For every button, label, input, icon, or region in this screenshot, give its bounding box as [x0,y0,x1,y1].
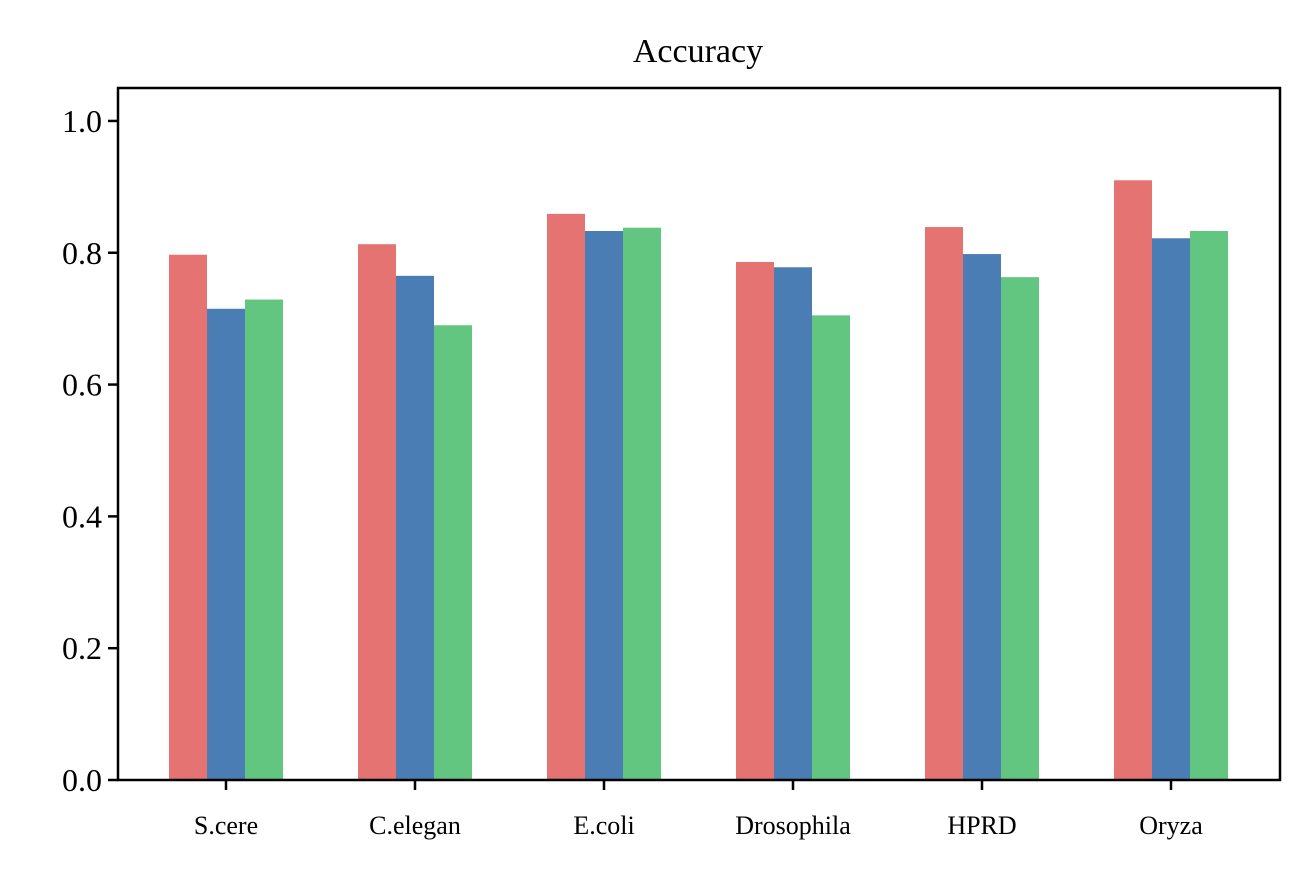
y-tick-label: 0.8 [62,235,102,271]
bar-e-coli-series-3 [623,227,661,781]
x-tick-label: E.coli [573,811,634,840]
x-tick-label: S.cere [194,811,258,840]
bar-drosophila-series-3 [812,315,850,780]
chart-title: Accuracy [633,33,763,70]
bar-c-elegan-series-3 [434,325,472,780]
x-axis: S.cere C.elegan E.coli Drosophila HPRD Oryza [194,780,1203,840]
bar-drosophila-series-2 [774,267,812,780]
bars-group [169,180,1228,781]
bar-e-coli-series-1 [547,213,585,780]
y-tick-label: 0.2 [62,630,102,666]
bar-s-cere-series-3 [245,299,283,780]
bar-drosophila-series-1 [736,261,774,780]
bar-s-cere-series-1 [169,254,207,781]
bar-c-elegan-series-1 [358,244,396,781]
x-tick-label: C.elegan [369,811,461,840]
x-tick-label: Oryza [1139,811,1203,840]
y-tick-label: 0.6 [62,367,102,403]
x-tick-label: HPRD [947,811,1016,840]
bar-oryza-series-1 [1114,180,1152,780]
bar-oryza-series-3 [1190,231,1228,781]
x-tick-label: Drosophila [735,811,851,840]
bar-c-elegan-series-2 [396,275,434,780]
bar-e-coli-series-2 [585,231,623,781]
y-axis: 0.0 0.2 0.4 0.6 0.8 1.0 [62,103,118,798]
bar-s-cere-series-2 [207,308,245,780]
y-tick-label: 0.0 [62,762,102,798]
y-tick-label: 1.0 [62,103,102,139]
bar-oryza-series-2 [1152,238,1190,780]
plot-frame [116,86,1282,782]
bar-hprd-series-1 [925,227,963,780]
bar-hprd-series-3 [1001,277,1039,780]
y-tick-label: 0.4 [62,498,102,534]
bar-hprd-series-2 [963,254,1001,780]
